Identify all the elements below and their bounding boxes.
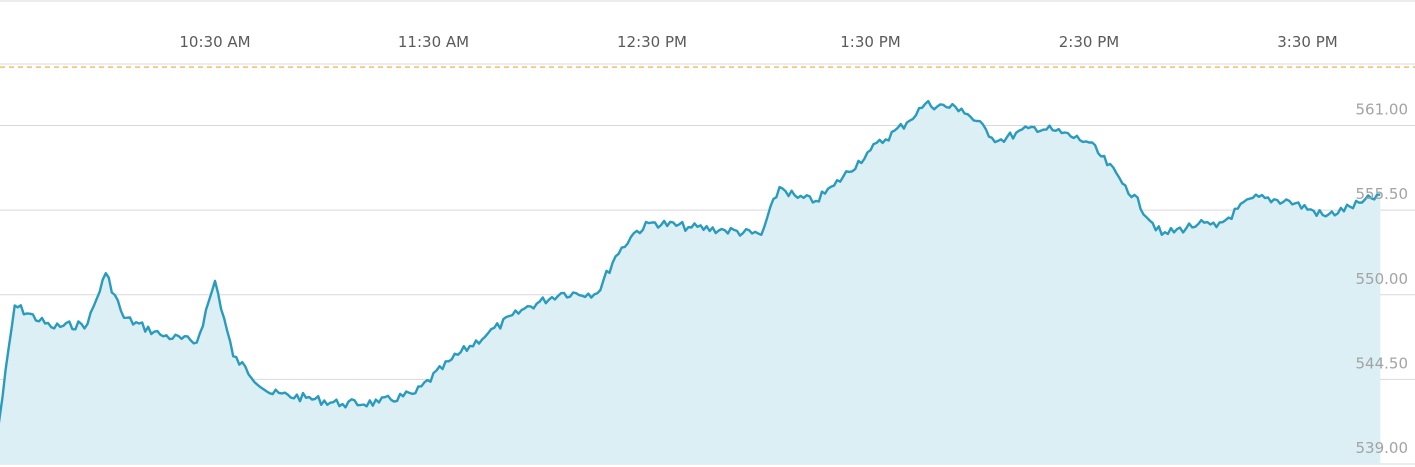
y-tick-label: 544.50 — [1356, 354, 1409, 372]
x-tick-label: 12:30 PM — [617, 33, 687, 51]
y-axis-ticks: 561.00 555.50 550.00 544.50 539.00 — [1356, 101, 1409, 457]
y-tick-label: 550.00 — [1356, 270, 1409, 288]
y-tick-label: 555.50 — [1356, 185, 1409, 203]
x-tick-label: 3:30 PM — [1277, 33, 1337, 51]
x-tick-label: 10:30 AM — [179, 33, 250, 51]
price-line — [0, 99, 1381, 424]
x-tick-label: 2:30 PM — [1059, 33, 1119, 51]
x-tick-label: 1:30 PM — [840, 33, 900, 51]
x-axis-ticks: 10:30 AM 11:30 AM 12:30 PM 1:30 PM 2:30 PM 3:… — [179, 33, 1337, 51]
y-tick-label: 561.00 — [1356, 101, 1409, 119]
x-tick-label: 11:30 AM — [398, 33, 469, 51]
y-tick-label: 539.00 — [1356, 439, 1409, 457]
price-area — [0, 99, 1381, 464]
area-fill — [0, 101, 1381, 464]
